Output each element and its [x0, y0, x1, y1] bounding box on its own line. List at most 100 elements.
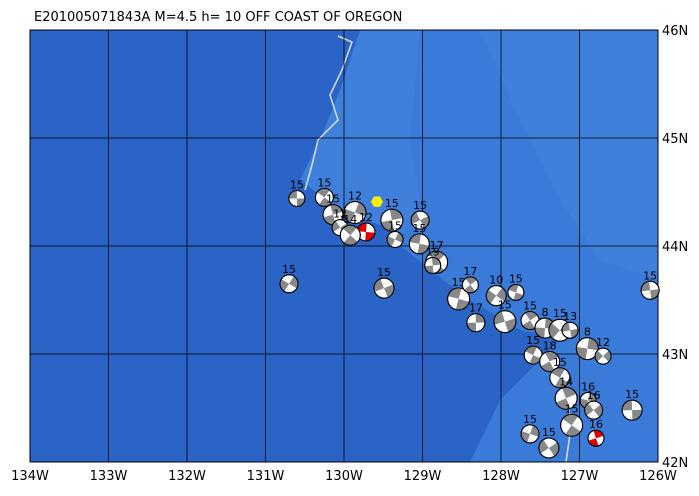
ball-quadrant	[466, 322, 477, 332]
ball-quadrant	[562, 414, 578, 426]
ball-quadrant	[522, 320, 535, 330]
ball-outline	[538, 437, 560, 459]
y-tick-label: 43N	[662, 348, 688, 363]
ball-outline	[343, 201, 367, 225]
y-tick-label: 44N	[662, 240, 688, 255]
beach-ball	[279, 274, 299, 294]
ball-quadrant	[411, 212, 421, 225]
ball-quadrant	[296, 198, 305, 207]
beach-ball	[561, 321, 579, 339]
y-tick-label: 42N	[662, 456, 688, 471]
ball-quadrant	[431, 257, 441, 266]
depth-label: 15	[290, 178, 304, 191]
depth-label: 13	[563, 310, 577, 323]
ball-outline	[466, 313, 486, 333]
ball-quadrant	[525, 346, 537, 356]
ball-quadrant	[544, 351, 559, 362]
ball-quadrant	[343, 235, 358, 246]
ball-quadrant	[570, 328, 579, 339]
ball-quadrant	[576, 346, 588, 360]
depth-label: 14	[559, 375, 573, 388]
ball-quadrant	[548, 442, 559, 457]
depth-label: 15	[523, 300, 537, 313]
ball-quadrant	[381, 220, 394, 232]
epicenter	[370, 196, 383, 207]
depth-label: 16	[581, 380, 595, 393]
ball-quadrant	[650, 289, 660, 300]
x-tick-label: 128W	[482, 469, 520, 484]
ball-quadrant	[551, 367, 565, 378]
x-tick-label: 131W	[247, 469, 285, 484]
ball-outline	[621, 399, 643, 421]
ball-quadrant	[332, 220, 341, 232]
ball-quadrant	[420, 215, 430, 229]
ball-quadrant	[593, 404, 603, 418]
depth-label: 15	[385, 197, 399, 210]
ball-quadrant	[584, 403, 594, 416]
depth-label: 15	[282, 263, 296, 276]
ball-quadrant	[465, 276, 477, 285]
x-tick-label: 132W	[168, 469, 206, 484]
beach-ball	[520, 311, 540, 331]
map-title: E201005071843A M=4.5 h= 10 OFF COAST OF …	[34, 10, 402, 25]
beach-ball	[380, 208, 404, 232]
ball-outline	[561, 321, 579, 339]
ball-quadrant	[603, 350, 612, 362]
beach-ball	[539, 351, 561, 373]
beach-ball	[461, 276, 479, 294]
ball-outline	[594, 347, 612, 365]
ball-quadrant	[632, 409, 643, 421]
beach-ball	[560, 413, 584, 437]
ball-quadrant	[540, 361, 555, 372]
ball-quadrant	[289, 276, 299, 289]
beach-ball	[575, 337, 599, 361]
beach-ball	[621, 399, 643, 421]
ball-outline	[380, 208, 404, 232]
depth-label: 16	[587, 389, 601, 402]
depth-label: 17	[430, 239, 444, 252]
depth-label: 12	[596, 336, 610, 349]
beach-ball	[640, 280, 660, 300]
beach-ball	[408, 233, 430, 255]
ball-outline	[549, 367, 571, 389]
beach-ball	[554, 386, 578, 410]
depth-label: 12	[348, 190, 362, 203]
beach-ball	[373, 277, 395, 299]
beach-ball	[466, 313, 486, 333]
depth-label: 8	[584, 326, 591, 339]
ball-outline	[288, 189, 306, 207]
depth-label: 15	[377, 266, 391, 279]
ball-outline	[461, 276, 479, 294]
ball-quadrant	[389, 209, 403, 221]
depth-label: 15	[326, 193, 340, 206]
ball-quadrant	[365, 231, 375, 241]
ball-quadrant	[529, 355, 542, 365]
ball-quadrant	[486, 289, 497, 304]
depth-label: 17	[463, 265, 477, 278]
ball-outline	[587, 429, 605, 447]
depth-label: 15	[526, 334, 540, 347]
ball-outline	[485, 285, 507, 307]
beach-ball	[493, 310, 517, 334]
depth-label: 12	[333, 208, 347, 221]
ball-quadrant	[288, 190, 297, 199]
depth-label: 15	[317, 176, 331, 189]
depth-label: 8	[541, 306, 548, 319]
beach-ball	[594, 347, 612, 365]
depth-label: 15	[413, 199, 427, 212]
ball-quadrant	[317, 188, 330, 198]
ball-quadrant	[318, 197, 332, 207]
ball-quadrant	[409, 233, 422, 244]
x-tick-label: 126W	[639, 469, 677, 484]
ball-quadrant	[475, 313, 485, 323]
ball-quadrant	[565, 425, 581, 437]
ball-quadrant	[588, 392, 597, 403]
y-tick-label: 45N	[662, 132, 688, 147]
beach-ball	[339, 224, 361, 246]
ball-outline	[493, 310, 517, 334]
ball-quadrant	[357, 222, 367, 232]
beach-ball	[507, 283, 525, 301]
ball-outline	[447, 287, 471, 311]
x-tick-label: 130W	[325, 469, 363, 484]
ball-outline	[373, 277, 395, 299]
